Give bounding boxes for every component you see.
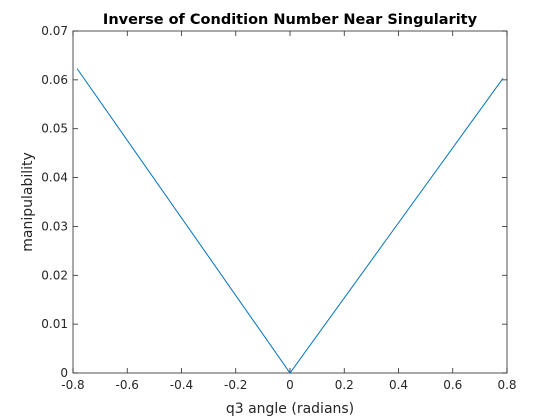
y-tick-label: 0.07 — [41, 24, 68, 38]
y-tick-label: 0 — [60, 366, 68, 380]
y-tick-label: 0.03 — [41, 219, 68, 233]
x-tick-label: 0.4 — [389, 378, 408, 392]
x-tick-label: -0.6 — [116, 378, 139, 392]
x-ticks: -0.8 -0.6 -0.4 -0.2 0 0.2 0.4 0.6 0.8 — [61, 31, 517, 392]
x-tick-label: -0.4 — [170, 378, 193, 392]
x-axis-label: q3 angle (radians) — [226, 401, 354, 417]
x-tick-label: 0.2 — [335, 378, 354, 392]
x-tick-label: 0 — [286, 378, 294, 392]
axes-frame — [72, 30, 508, 374]
y-tick-label: 0.06 — [41, 73, 68, 87]
x-tick-label: 0.8 — [497, 378, 516, 392]
y-ticks: 0 0.01 0.02 0.03 0.04 0.05 0.06 0.07 — [41, 24, 507, 380]
x-tick-label: -0.8 — [61, 378, 84, 392]
y-tick-label: 0.04 — [41, 171, 68, 185]
plot-lines — [76, 68, 504, 374]
x-tick-label: 0.6 — [443, 378, 462, 392]
chart-title: Inverse of Condition Number Near Singula… — [103, 12, 478, 28]
y-tick-label: 0.01 — [41, 317, 68, 331]
y-tick-label: 0.05 — [41, 122, 68, 136]
x-tick-label: -0.2 — [224, 378, 247, 392]
plot-box — [72, 30, 508, 374]
y-axis-label: manipulability — [20, 152, 36, 252]
y-tick-label: 0.02 — [41, 268, 68, 282]
series-line — [76, 68, 504, 374]
